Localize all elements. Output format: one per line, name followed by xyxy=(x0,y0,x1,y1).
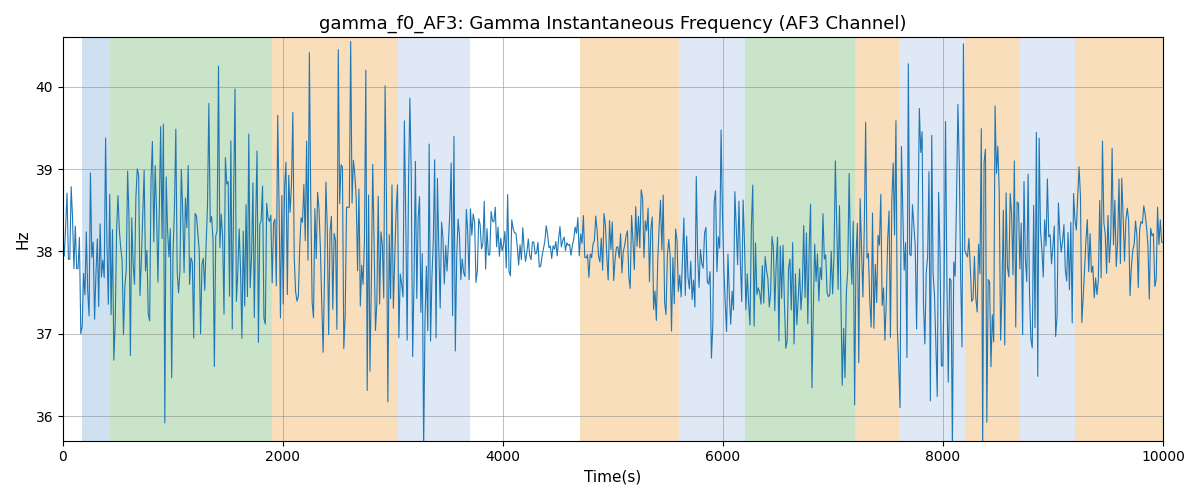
Bar xyxy=(856,38,899,440)
Bar xyxy=(272,38,398,440)
X-axis label: Time(s): Time(s) xyxy=(584,470,642,485)
Bar xyxy=(110,38,272,440)
Title: gamma_f0_AF3: Gamma Instantaneous Frequency (AF3 Channel): gamma_f0_AF3: Gamma Instantaneous Freque… xyxy=(319,15,907,34)
Y-axis label: Hz: Hz xyxy=(16,230,30,249)
Bar xyxy=(398,38,470,440)
Bar xyxy=(1020,38,1075,440)
Bar xyxy=(745,38,856,440)
Bar xyxy=(899,38,965,440)
Bar xyxy=(679,38,745,440)
Bar xyxy=(965,38,1020,440)
Bar xyxy=(1075,38,1163,440)
Bar xyxy=(82,38,110,440)
Bar xyxy=(580,38,679,440)
